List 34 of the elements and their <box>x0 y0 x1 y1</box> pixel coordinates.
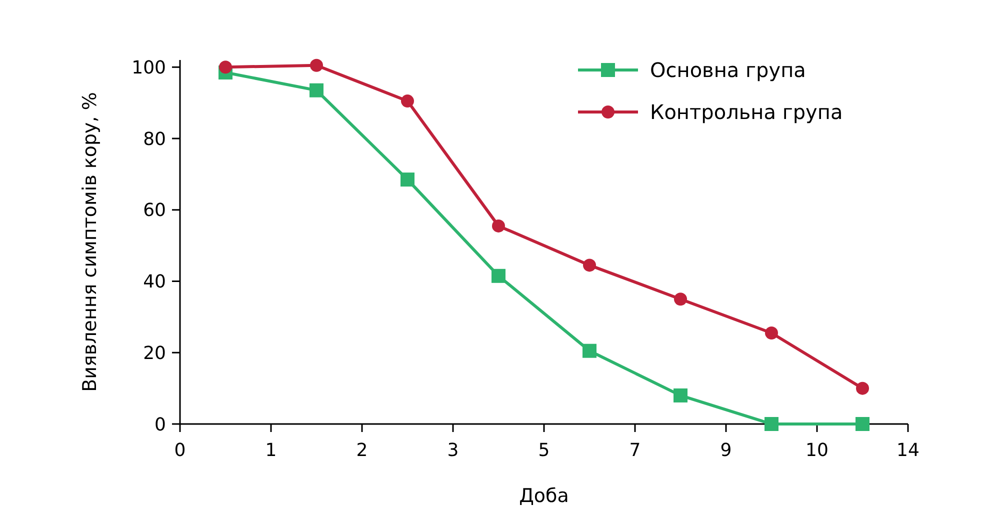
y-tick-label: 40 <box>143 272 166 293</box>
point <box>582 344 596 358</box>
x-tick-label: 10 <box>806 440 828 461</box>
y-axis-title: Виявлення симптомів кору, % <box>79 92 101 392</box>
x-tick-label: 1 <box>265 440 277 461</box>
x-tick-label: 7 <box>629 440 641 461</box>
point <box>856 382 869 395</box>
point <box>856 417 870 431</box>
point <box>401 94 414 108</box>
point <box>492 268 506 283</box>
point <box>310 58 323 72</box>
y-tick-label: 20 <box>143 342 166 364</box>
y-tick-label: 80 <box>143 128 166 150</box>
y-tick-label: 100 <box>132 57 166 78</box>
legend-label: Контрольна група <box>650 100 843 124</box>
point <box>764 417 778 431</box>
x-axis-title: Доба <box>519 485 569 507</box>
x-tick-label: 14 <box>896 440 920 461</box>
x-tick-label: 2 <box>356 440 368 461</box>
legend-label: Основна група <box>650 58 806 82</box>
y-tick-label: 60 <box>143 200 166 222</box>
x-tick-label: 0 <box>174 440 186 461</box>
point <box>674 292 687 306</box>
point <box>400 172 414 187</box>
x-tick-label: 5 <box>538 440 550 461</box>
point <box>310 83 324 98</box>
point <box>674 388 688 402</box>
point <box>492 219 505 232</box>
point <box>219 60 232 74</box>
y-tick-label: 0 <box>154 414 166 436</box>
x-tick-label: 9 <box>720 440 732 461</box>
point <box>583 258 596 272</box>
x-tick-label: 3 <box>447 440 459 461</box>
point <box>765 326 778 340</box>
